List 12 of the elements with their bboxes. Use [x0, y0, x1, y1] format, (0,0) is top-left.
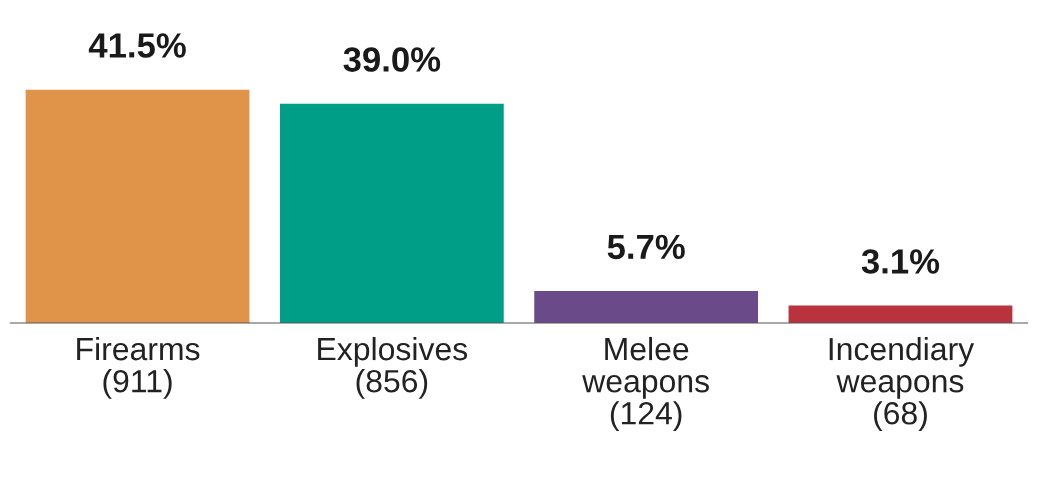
data-label: 41.5% [88, 33, 186, 58]
bar [788, 305, 1013, 324]
data-label: 3.1% [861, 249, 940, 274]
x-tick-label: Explosives (856) [318, 336, 468, 399]
bar [279, 103, 504, 324]
x-tick-label: Melee weapons (124) [582, 336, 709, 431]
data-label: 39.0% [343, 47, 441, 72]
data-label: 5.7% [607, 234, 685, 260]
x-tick-label: Firearms (911) [77, 336, 200, 399]
bar [534, 290, 759, 324]
bar [25, 89, 250, 324]
x-tick-label: Incendiary weapons (68) [829, 336, 975, 431]
